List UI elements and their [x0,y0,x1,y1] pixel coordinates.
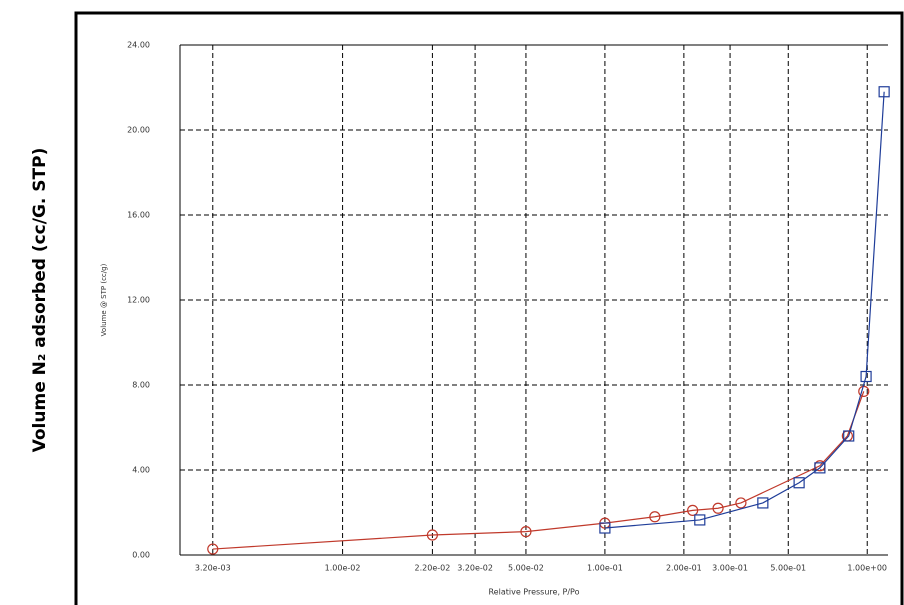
x-tick-label: 3.20e-03 [195,564,231,573]
marker [687,504,699,516]
marker [757,497,769,509]
outer-y-label: Volume N₂ adsorbed (cc/G. STP) [30,148,50,453]
y-tick-label: 8.00 [132,381,150,390]
x-tick-label: 1.00e+00 [847,564,887,573]
x-tick-label: 2.00e-01 [666,564,702,573]
marker [712,502,724,514]
marker [694,514,706,526]
y-tick-label: 0.00 [132,551,150,560]
marker [735,497,747,509]
x-tick-label: 5.00e-02 [508,564,544,573]
frame [74,11,904,605]
marker [520,526,532,538]
x-tick-label: 1.00e-01 [587,564,623,573]
x-tick-label: 2.20e-02 [415,564,451,573]
marker [793,477,805,489]
y-tick-label: 16.00 [127,211,150,220]
series-line [604,91,885,529]
x-tick-label: 1.00e-02 [325,564,361,573]
y-tick-label: 4.00 [132,466,150,475]
marker [878,86,890,98]
y-label: Volume @ STP (cc/g) [100,263,108,336]
marker [426,529,439,541]
y-tick-label: 24.00 [127,41,150,50]
marker [207,543,219,555]
marker [814,462,826,474]
y-tick-label: 20.00 [127,126,150,135]
x-tick-label: 3.00e-01 [712,564,748,573]
marker [599,522,611,534]
x-label: Relative Pressure, P/Po [488,588,579,597]
x-tick-label: 3.20e-02 [457,564,493,573]
marker [860,370,872,383]
x-tick-label: 5.00e-01 [770,564,806,573]
series-line [212,391,865,550]
y-tick-label: 12.00 [127,296,150,305]
marker [649,511,661,523]
marker [843,430,855,442]
